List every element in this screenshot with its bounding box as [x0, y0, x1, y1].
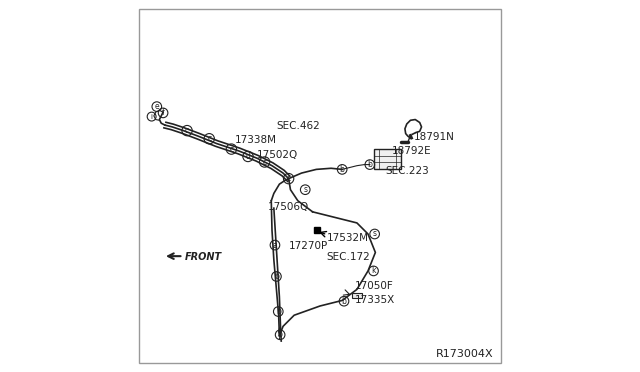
- Text: s: s: [303, 185, 307, 194]
- Text: c: c: [287, 174, 291, 183]
- Text: b: b: [367, 160, 372, 169]
- Text: 17335X: 17335X: [355, 295, 396, 305]
- Text: R173004X: R173004X: [436, 349, 493, 359]
- Text: b: b: [340, 165, 344, 174]
- Text: 17506Q: 17506Q: [268, 202, 309, 212]
- Text: 17270P: 17270P: [289, 241, 328, 251]
- Text: k: k: [371, 266, 376, 275]
- Text: 18792E: 18792E: [392, 147, 431, 157]
- Text: i: i: [150, 113, 152, 119]
- Text: SEC.223: SEC.223: [386, 166, 429, 176]
- Text: c: c: [185, 126, 189, 135]
- Text: 18791N: 18791N: [414, 132, 455, 142]
- Text: 17502Q: 17502Q: [257, 150, 298, 160]
- Text: c: c: [229, 145, 234, 154]
- FancyBboxPatch shape: [353, 294, 362, 298]
- Text: a: a: [273, 241, 277, 250]
- Text: 17050F: 17050F: [355, 281, 394, 291]
- Text: SEC.172: SEC.172: [326, 253, 371, 262]
- Text: b: b: [342, 297, 346, 306]
- Text: SEC.462: SEC.462: [277, 121, 321, 131]
- Text: c: c: [207, 134, 211, 143]
- Text: 17532M: 17532M: [326, 233, 369, 243]
- Text: b: b: [278, 330, 283, 339]
- Text: e: e: [154, 102, 159, 111]
- Text: FRONT: FRONT: [184, 252, 221, 262]
- Text: b: b: [274, 272, 279, 281]
- Text: f: f: [162, 108, 164, 118]
- Text: b: b: [276, 307, 281, 316]
- FancyBboxPatch shape: [374, 149, 401, 169]
- Text: s: s: [372, 230, 377, 238]
- Text: 17338M: 17338M: [235, 135, 277, 145]
- Text: d: d: [246, 152, 250, 161]
- Text: c: c: [262, 157, 267, 167]
